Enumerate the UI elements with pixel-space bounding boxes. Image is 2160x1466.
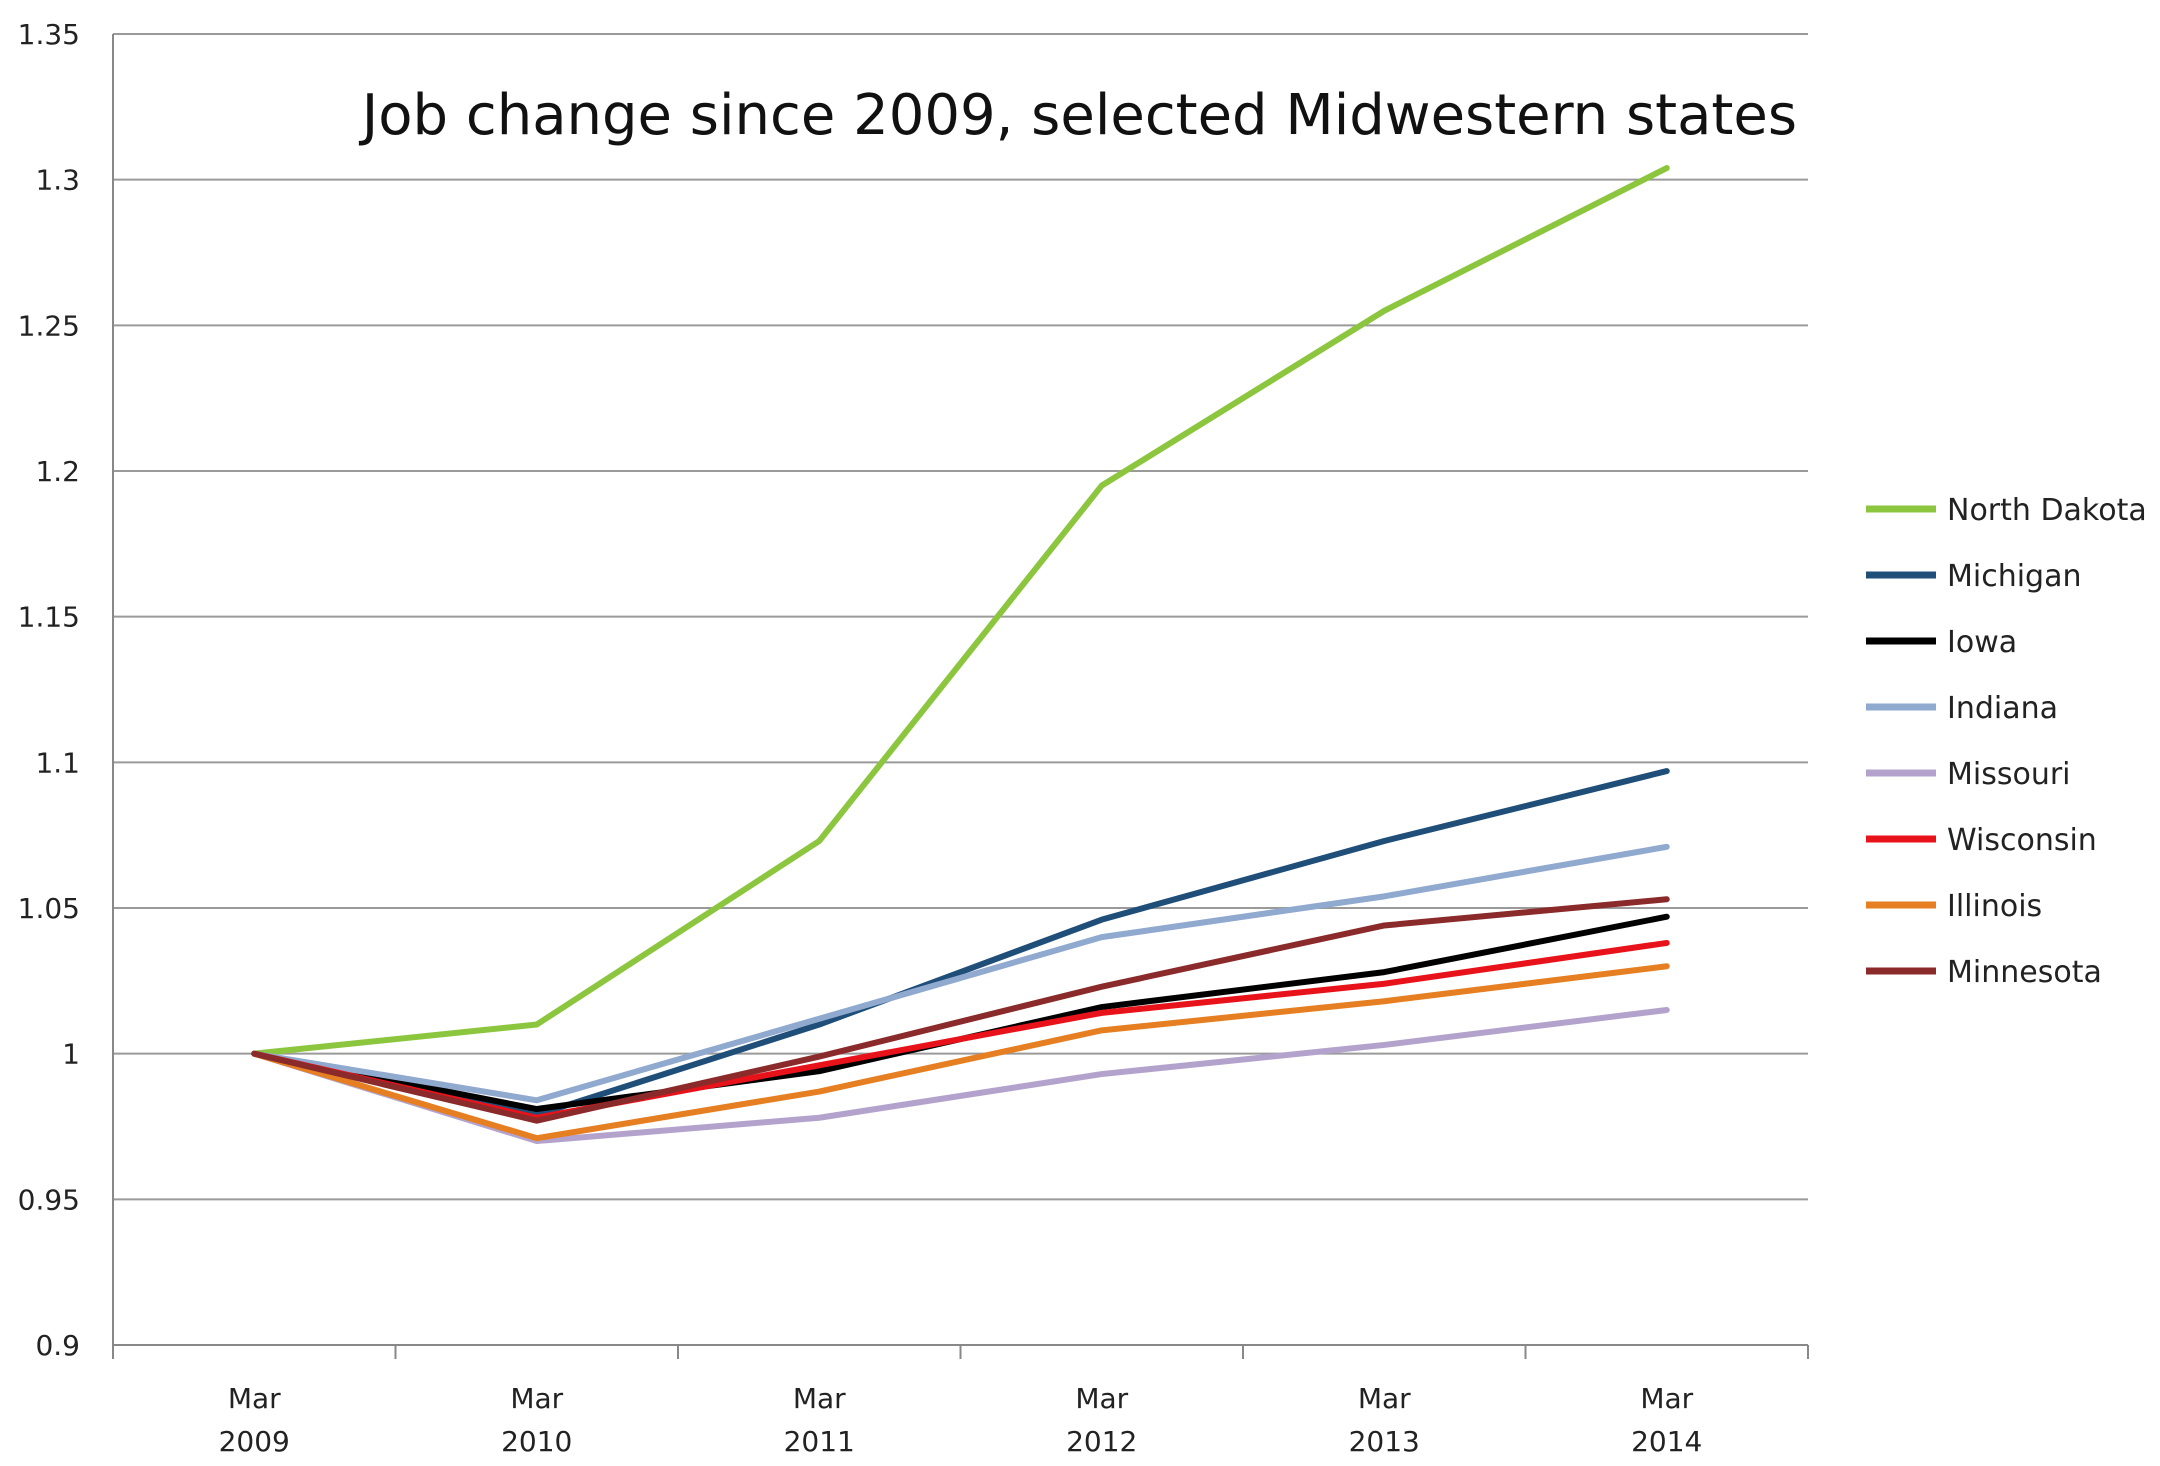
series-lines	[251, 165, 1670, 1145]
x-tick-label-year: 2014	[1631, 1425, 1702, 1458]
legend-label-iowa: Iowa	[1947, 625, 2017, 660]
legend-label-michigan: Michigan	[1947, 559, 2082, 594]
y-tick-label: 1.15	[18, 601, 80, 634]
legend-label-illinois: Illinois	[1947, 889, 2042, 924]
y-tick-label: 1.3	[35, 164, 80, 197]
x-axis: Mar 2009 Mar 2010 Mar 2011 Mar 2012 Mar 2013 Mar 20…	[112, 1345, 1809, 1458]
x-tick-label-year: 2010	[501, 1425, 572, 1458]
y-tick-label: 1	[62, 1038, 80, 1071]
legend-label-north-dakota: North Dakota	[1947, 493, 2147, 528]
x-tick-label-year: 2013	[1349, 1425, 1420, 1458]
x-tick-label-month: Mar	[1075, 1382, 1128, 1415]
series-line-indiana	[251, 843, 1670, 1104]
y-tick-label: 1.05	[18, 892, 80, 925]
legend-label-missouri: Missouri	[1947, 757, 2071, 792]
legend: North Dakota Michigan Iowa Indiana Missouri W…	[1866, 493, 2147, 990]
x-tick-label-month: Mar	[228, 1382, 281, 1415]
y-tick-label: 1.2	[35, 455, 80, 488]
legend-label-wisconsin: Wisconsin	[1947, 823, 2097, 858]
x-tick-label-month: Mar	[1358, 1382, 1411, 1415]
y-axis: 0.9 0.95 1 1.05 1.1 1.15 1.2 1.25 1.3 1.35	[18, 18, 114, 1362]
x-tick-label-month: Mar	[793, 1382, 846, 1415]
legend-label-minnesota: Minnesota	[1947, 955, 2102, 990]
series-line-illinois	[251, 963, 1670, 1142]
y-tick-label: 0.95	[18, 1183, 80, 1216]
x-tick-label-year: 2009	[219, 1425, 290, 1458]
y-tick-label: 0.9	[35, 1329, 80, 1362]
gridlines	[113, 33, 1808, 1346]
legend-label-indiana: Indiana	[1947, 691, 2058, 726]
series-line-minnesota	[251, 896, 1670, 1124]
x-tick-label-year: 2012	[1066, 1425, 1137, 1458]
series-line-north-dakota	[251, 165, 1670, 1057]
y-tick-label: 1.25	[18, 309, 80, 342]
series-line-iowa	[251, 913, 1670, 1113]
x-tick-label-month: Mar	[1640, 1382, 1693, 1415]
x-tick-label-month: Mar	[510, 1382, 563, 1415]
y-tick-label: 1.1	[35, 746, 80, 779]
chart-title: Job change since 2009, selected Midweste…	[359, 83, 1797, 148]
x-tick-label-year: 2011	[784, 1425, 855, 1458]
y-tick-label: 1.35	[18, 18, 80, 51]
